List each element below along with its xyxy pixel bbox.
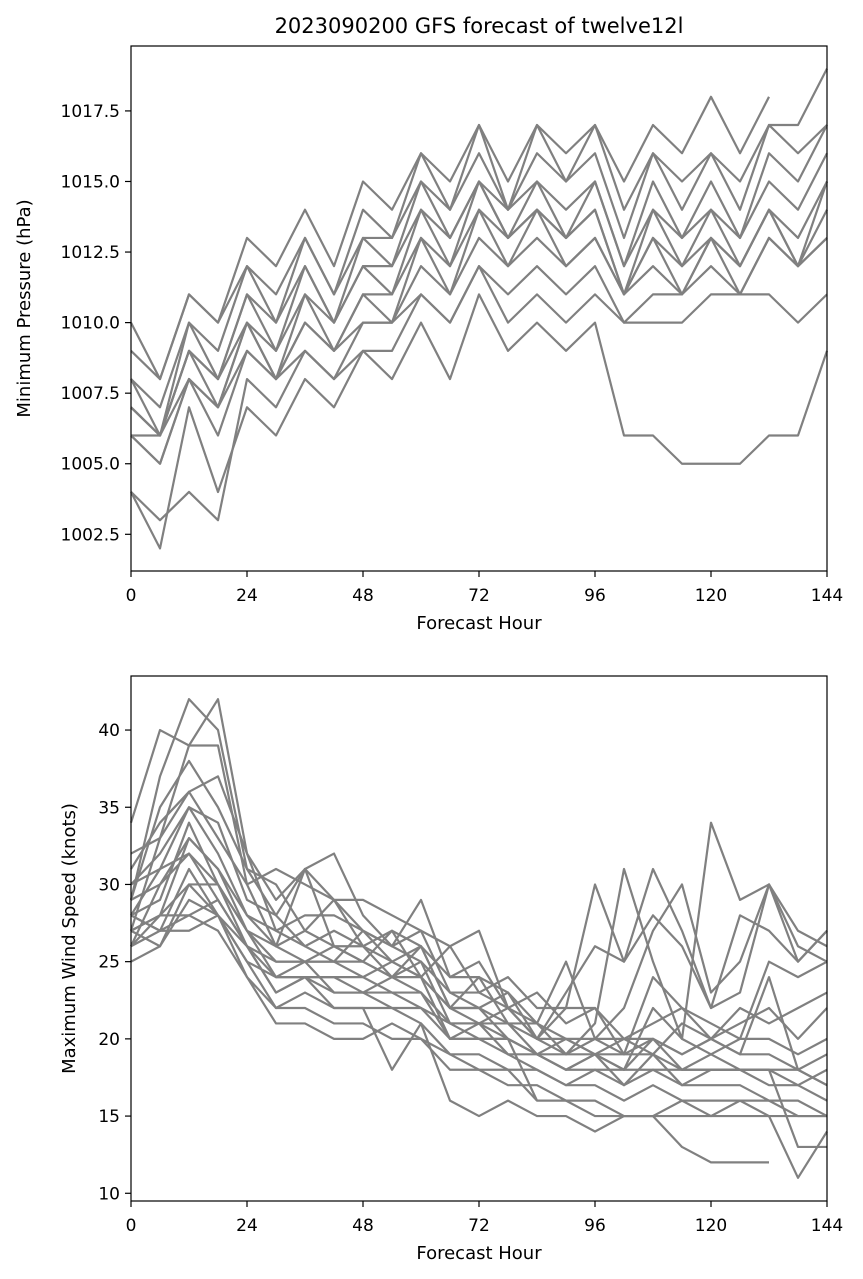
pressure-x-axis-label: Forecast Hour <box>416 613 542 634</box>
pressure-x-tick-label: 96 <box>584 586 606 606</box>
pressure-x-ticks: 0 24 48 72 96 120 144 <box>126 571 843 606</box>
pressure-series-line-3 <box>130 123 828 409</box>
pressure-x-tick-label: 48 <box>352 586 374 606</box>
wind-x-tick-label: 144 <box>811 1216 843 1236</box>
wind-y-tick-label: 30 <box>98 875 120 895</box>
wind-x-tick-label: 0 <box>126 1216 137 1236</box>
wind-series-group <box>129 698 828 1179</box>
wind-panel: 10 15 20 25 30 35 40 0 24 48 72 96 120 144 Forecast … <box>59 675 843 1264</box>
wind-y-axis-label: Maximum Wind Speed (knots) <box>59 803 80 1074</box>
wind-y-ticks: 10 15 20 25 30 35 40 <box>98 721 131 1204</box>
pressure-x-tick-label: 120 <box>695 586 727 606</box>
wind-series-line-16 <box>130 914 769 1164</box>
wind-y-tick-label: 25 <box>98 953 120 973</box>
pressure-axes-frame <box>130 45 828 572</box>
pressure-series-line-1 <box>130 95 770 381</box>
wind-x-tick-label: 72 <box>468 1216 490 1236</box>
pressure-panel: 2023090200 GFS forecast of twelve12l 100… <box>14 14 843 634</box>
pressure-x-tick-label: 24 <box>236 586 258 606</box>
pressure-x-tick-label: 144 <box>811 586 843 606</box>
wind-y-tick-label: 10 <box>98 1184 120 1204</box>
wind-series-line-18 <box>130 914 538 1102</box>
pressure-y-axis-label: Minimum Pressure (hPa) <box>14 199 35 417</box>
wind-x-tick-label: 120 <box>695 1216 727 1236</box>
wind-axes-frame <box>130 675 828 1202</box>
pressure-y-tick-label: 1017.5 <box>61 102 120 122</box>
chart-title: 2023090200 GFS forecast of twelve12l <box>275 14 684 38</box>
wind-x-ticks: 0 24 48 72 96 120 144 <box>126 1201 843 1236</box>
pressure-x-tick-label: 0 <box>126 586 137 606</box>
wind-x-tick-label: 96 <box>584 1216 606 1236</box>
wind-y-tick-label: 15 <box>98 1107 120 1127</box>
wind-x-tick-label: 24 <box>236 1216 258 1236</box>
pressure-series-line-12 <box>130 293 829 550</box>
pressure-y-tick-label: 1012.5 <box>61 243 120 263</box>
pressure-y-ticks: 1002.5 1005.0 1007.5 1010.0 1012.5 1015.0 1017… <box>61 102 131 545</box>
wind-series-line-19 <box>130 898 827 1149</box>
pressure-series-group <box>130 68 829 550</box>
pressure-y-tick-label: 1007.5 <box>61 384 120 404</box>
wind-y-tick-label: 35 <box>98 798 120 818</box>
pressure-series-line-11 <box>130 265 828 522</box>
pressure-y-tick-label: 1010.0 <box>61 314 120 334</box>
pressure-y-tick-label: 1015.0 <box>61 172 120 192</box>
wind-series-line-20 <box>130 852 828 1087</box>
wind-x-axis-label: Forecast Hour <box>416 1243 542 1264</box>
wind-y-tick-label: 20 <box>98 1030 120 1050</box>
pressure-y-tick-label: 1005.0 <box>61 455 120 475</box>
wind-y-tick-label: 40 <box>98 721 120 741</box>
pressure-x-tick-label: 72 <box>468 586 490 606</box>
pressure-y-tick-label: 1002.5 <box>61 525 120 545</box>
wind-x-tick-label: 48 <box>352 1216 374 1236</box>
